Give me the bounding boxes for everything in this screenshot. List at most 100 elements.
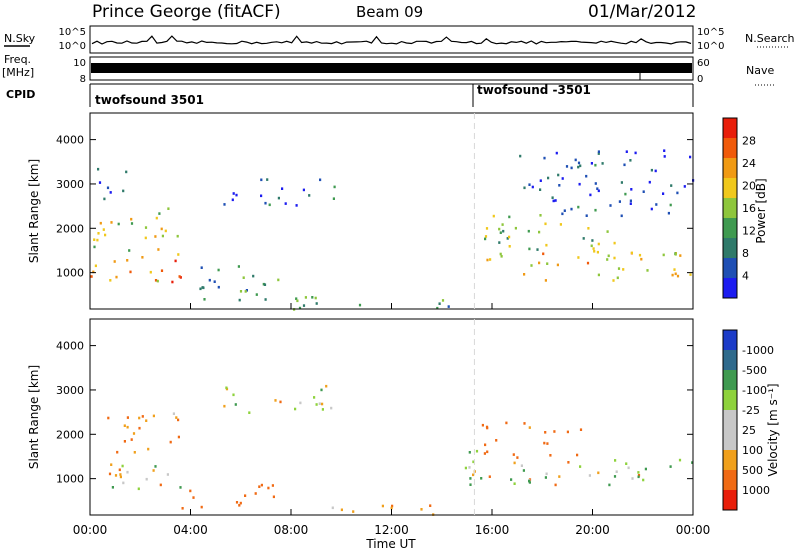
heatmap-cell [597,273,600,277]
heatmap-cell [570,207,573,211]
heatmap-cell [594,163,597,167]
heatmap-cell [267,486,270,490]
heatmap-cell [606,258,609,261]
heatmap-cell [579,465,582,468]
heatmap-cell [481,423,484,427]
heatmap-cell [177,253,180,256]
colorbar-tick-label: -1000 [742,344,774,357]
heatmap-cell [438,302,441,305]
heatmap-cell [678,458,682,462]
velocity-axis-ticks: 1000 2000 3000 4000 [56,319,694,515]
heatmap-cell [499,231,502,234]
heatmap-cell [607,254,610,258]
heatmap-cell [138,416,141,420]
heatmap-cell [523,186,526,190]
heatmap-cell [669,203,672,207]
freq-unit-label: [MHz] [2,66,34,79]
heatmap-cell [274,399,277,402]
heatmap-cell [469,483,472,486]
colorbar-frame [722,117,738,299]
x-tick-label: 00:00 [73,523,108,537]
heatmap-cell [178,275,181,278]
heatmap-cell [244,494,247,497]
heatmap-cell [623,163,626,167]
heatmap-cell [512,453,515,456]
heatmap-cell [510,478,513,481]
heatmap-cell [333,185,336,189]
heatmap-cell [638,253,642,257]
heatmap-cell [98,181,102,184]
heatmap-cell [556,263,559,267]
heatmap-cell [110,221,113,224]
heatmap-cell [92,270,95,274]
heatmap-cell [612,279,615,282]
heatmap-cell [254,492,257,495]
station-title: Prince George (fitACF) [92,2,281,22]
velocity-panel: 1000 2000 3000 4000 Slant Range [km] 1000 50… [27,318,780,516]
heatmap-cell [469,477,472,480]
heatmap-cell [596,187,599,190]
heatmap-cell [260,194,263,198]
heatmap-cell [237,265,240,268]
heatmap-cell [225,386,228,390]
heatmap-cell [169,440,172,444]
freq-data-band [91,63,692,73]
heatmap-cell [137,487,140,491]
heatmap-cell [483,452,486,455]
colorbar-tick-label: -100 [742,384,767,397]
heatmap-cell [108,472,112,476]
heatmap-cell [321,408,324,411]
heatmap-cell [538,230,541,234]
heatmap-cell [232,393,235,397]
colorbar-tick-label: 100 [742,444,763,457]
heatmap-cell [601,162,604,165]
heatmap-cell [549,454,552,457]
heatmap-cell [554,483,557,487]
heatmap-cell [608,483,611,487]
heatmap-cell [116,450,119,454]
heatmap-cell [484,235,488,238]
heatmap-cell [597,150,600,153]
colorbar-swatch [723,370,737,390]
heatmap-cell [172,412,175,415]
heatmap-cell [484,443,487,447]
heatmap-cell [313,396,316,399]
heatmap-cell [582,237,585,240]
heatmap-cell [544,279,547,282]
heatmap-cell [528,183,531,186]
heatmap-cell [239,501,242,505]
heatmap-cell [352,510,355,513]
heatmap-cell [166,473,169,476]
heatmap-cell [103,197,106,201]
heatmap-cell [555,151,558,155]
heatmap-cell [130,222,134,225]
colorbar-swatch [723,198,737,218]
heatmap-cell [624,192,627,196]
heatmap-cell [546,442,549,445]
heatmap-cell [155,216,158,220]
x-tick-label: 08:00 [274,523,309,537]
heatmap-cell [587,227,590,230]
heatmap-cell [629,202,632,205]
heatmap-cell [618,200,621,203]
y-tick-label: 4000 [56,340,84,353]
heatmap-cell [489,258,492,261]
colorbar-tick-label: -500 [742,364,767,377]
colorbar-tick-label: 25 [742,424,756,437]
heatmap-cell [669,465,672,468]
heatmap-cell [642,190,645,193]
heatmap-cell [597,242,600,246]
nave-tick-high: 60 [697,58,710,69]
heatmap-cell [149,270,152,274]
heatmap-cell [199,287,202,291]
heatmap-cell [308,194,311,197]
heatmap-cell [121,464,124,468]
heatmap-cell [299,401,302,405]
heatmap-cell [107,416,110,420]
heatmap-cell [516,456,519,459]
heatmap-cell [514,226,517,230]
heatmap-cell [637,474,641,477]
power-colorbar-label: Power [dB] [754,178,768,243]
heatmap-cell [391,504,394,508]
y-tick-label: 4000 [56,134,84,147]
